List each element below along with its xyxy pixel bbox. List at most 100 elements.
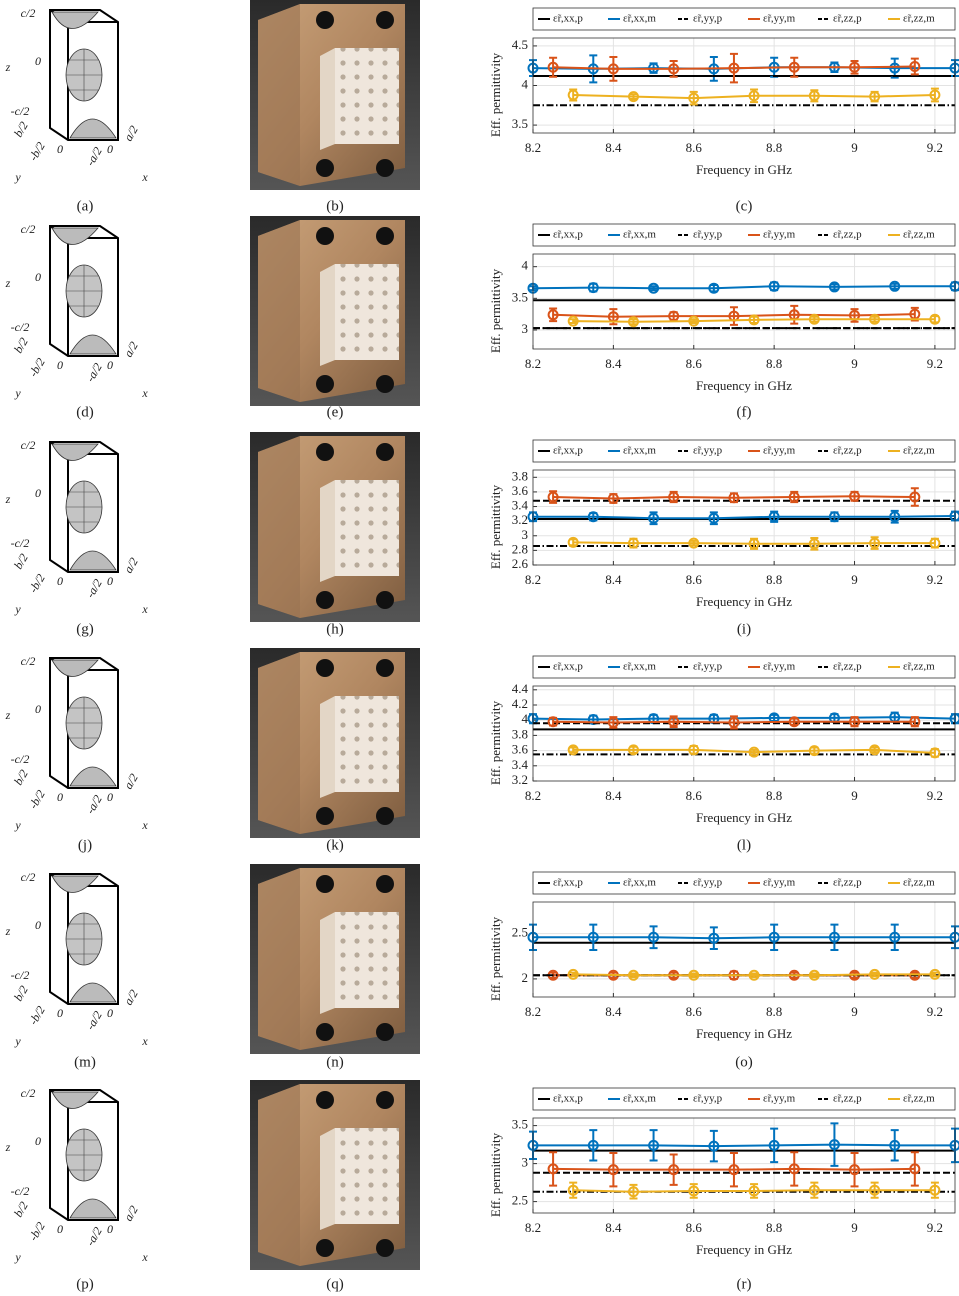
marker: [869, 313, 881, 325]
y-tick-label: 4: [522, 258, 529, 273]
x-tick-label: 9.2: [927, 1220, 943, 1235]
legend-label: ε̃r,zz,p: [833, 229, 862, 241]
marker: [567, 536, 579, 548]
error-bar: [629, 318, 638, 326]
marker: [607, 716, 619, 728]
marker: [929, 537, 941, 549]
error-bar: [569, 746, 578, 754]
unit-cell: c/20-c/2zb/20-b/2 -a/2 0a/2y x: [5, 438, 149, 616]
marker: [547, 716, 559, 728]
unit-cell: c/20-c/2zb/20-b/2 -a/2 0a/2y x: [5, 1086, 149, 1264]
cell-axis-label: 0: [57, 1222, 63, 1236]
error-bar: [569, 318, 578, 325]
marker: [627, 969, 639, 981]
panel-caption: (a): [77, 198, 94, 214]
sample-photo: [250, 0, 420, 190]
legend-label: ε̃r,xx,m: [623, 445, 656, 457]
marker: [547, 1163, 559, 1175]
series-line: [532, 285, 955, 290]
error-bar: [870, 315, 879, 323]
error-bar: [709, 1129, 718, 1163]
y-tick-label: 3.6: [512, 742, 529, 757]
marker: [688, 537, 700, 549]
marker: [849, 61, 861, 73]
marker: [688, 315, 700, 327]
marker: [788, 491, 800, 503]
legend-box: [532, 7, 956, 31]
cell-axis-label: b/2: [11, 119, 31, 139]
legend-label: ε̃r,zz,m: [903, 1093, 935, 1105]
marker: [748, 90, 760, 102]
x-tick-label: 9.2: [927, 356, 943, 371]
legend-label: ε̃r,xx,m: [623, 1093, 656, 1105]
cell-axis-label: z: [5, 492, 11, 506]
marker: [849, 716, 861, 728]
plot-area: [533, 254, 955, 349]
cell-axis-label: 0: [57, 790, 63, 804]
panel-caption: (e): [327, 404, 344, 420]
error-bar: [609, 1151, 618, 1188]
x-tick-label: 8.6: [686, 572, 703, 587]
cell-axis-label: c/2: [21, 654, 36, 668]
unit-cell: c/20-c/2zb/20-b/2 -a/2 0a/2y x: [5, 654, 149, 832]
x-tick-label: 8.8: [766, 140, 782, 155]
x-tick-label: 8.2: [525, 1004, 541, 1019]
error-bar: [549, 1151, 558, 1187]
legend-box: [532, 223, 956, 247]
sample-photo: [250, 432, 420, 622]
legend-label: ε̃r,zz,m: [903, 445, 935, 457]
x-tick-label: 9.2: [927, 788, 943, 803]
marker: [808, 969, 820, 981]
x-tick-label: 8.6: [686, 1220, 703, 1235]
cell-axis-label: y: [14, 818, 21, 832]
cell-axis-label: a/2: [121, 123, 141, 143]
axes-box: [532, 901, 956, 998]
error-bar: [890, 923, 899, 951]
error-bar: [649, 925, 658, 950]
marker: [748, 538, 760, 550]
marker: [627, 744, 639, 756]
cell-axis-label: -c/2: [11, 968, 30, 982]
legend-label: ε̃r,xx,p: [553, 13, 583, 25]
y-tick-label: 4.4: [512, 681, 529, 696]
error-bar: [850, 1151, 859, 1188]
x-tick-label: 9.2: [927, 1004, 943, 1019]
unit-cell: c/20-c/2zb/20-b/2 -a/2 0a/2y x: [5, 222, 149, 400]
y-tick-label: 3.8: [512, 468, 528, 483]
marker: [869, 1184, 881, 1196]
cell-axis-label: y: [14, 1250, 21, 1264]
plot-area: [533, 902, 955, 997]
marker: [889, 511, 901, 523]
sample-photo: [250, 864, 420, 1054]
x-tick-label: 8.4: [605, 572, 622, 587]
marker: [567, 744, 579, 756]
legend-box: [532, 655, 956, 679]
axes-box: [532, 253, 956, 350]
x-tick-label: 9: [851, 1220, 858, 1235]
cell-axis-label: c/2: [21, 1086, 36, 1100]
y-tick-label: 2.5: [512, 1193, 528, 1208]
x-tick-label: 8.8: [766, 356, 782, 371]
marker: [708, 282, 720, 294]
marker: [587, 282, 599, 294]
legend-label: ε̃r,xx,p: [553, 229, 583, 241]
error-bar: [770, 1127, 779, 1164]
legend-label: ε̃r,yy,p: [693, 13, 723, 25]
panel-caption: (m): [74, 1054, 96, 1070]
legend-label: ε̃r,zz,m: [903, 229, 935, 241]
x-tick-label: 9: [851, 356, 858, 371]
marker: [828, 931, 840, 943]
cell-axis-label: -b/2: [26, 355, 48, 379]
marker: [627, 1186, 639, 1198]
error-bar: [810, 972, 819, 979]
cell-axis-label: y: [14, 602, 21, 616]
y-tick-label: 3: [522, 1155, 529, 1170]
legend-label: ε̃r,xx,m: [623, 229, 656, 241]
cell-axis-label: c/2: [21, 6, 36, 20]
cell-axis-label: -b/2: [26, 1003, 48, 1027]
cell-axis-label: a/2: [121, 987, 141, 1007]
cell-axis-label: -c/2: [11, 536, 30, 550]
cell-axis-label: -a/2: [83, 360, 105, 384]
marker: [929, 747, 941, 759]
x-tick-label: 8.4: [605, 1004, 622, 1019]
